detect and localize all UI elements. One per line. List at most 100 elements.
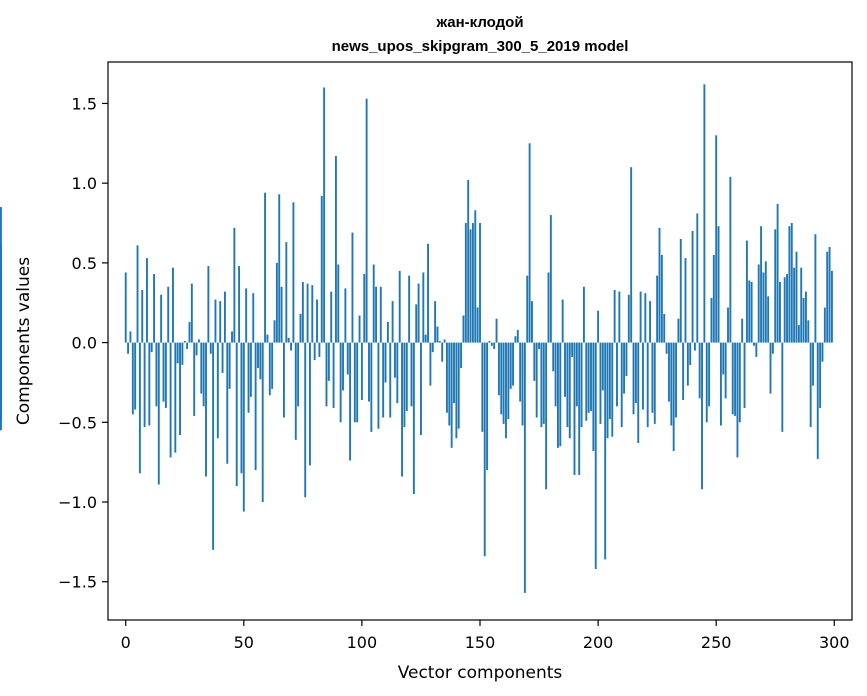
- bar: [613, 289, 616, 343]
- bar: [290, 342, 292, 351]
- bar: [788, 226, 791, 343]
- bar: [573, 342, 576, 475]
- bar: [767, 296, 770, 343]
- bar: [592, 342, 595, 451]
- bar: [599, 342, 602, 424]
- bar: [219, 301, 222, 343]
- bar: [672, 342, 675, 451]
- bar: [790, 223, 793, 343]
- bar: [143, 342, 146, 428]
- bar: [488, 341, 491, 343]
- bar: [729, 176, 732, 343]
- bar: [339, 342, 342, 423]
- bar: [717, 226, 720, 343]
- bar: [741, 318, 744, 343]
- bar: [514, 336, 517, 343]
- bar: [830, 270, 833, 343]
- bar: [160, 294, 163, 343]
- bar: [334, 156, 337, 343]
- bar: [200, 342, 203, 394]
- bar: [557, 342, 559, 448]
- bar: [403, 342, 406, 428]
- bar: [771, 342, 774, 354]
- bar: [474, 210, 477, 343]
- bar: [639, 291, 642, 343]
- bar: [493, 342, 496, 349]
- bar: [363, 274, 366, 343]
- bar: [351, 232, 354, 343]
- bar: [301, 282, 304, 343]
- bar: [398, 270, 401, 343]
- bar: [261, 342, 264, 503]
- bar: [533, 342, 536, 381]
- bar: [266, 334, 269, 343]
- bar: [795, 251, 798, 343]
- bar: [384, 342, 387, 383]
- bar: [809, 342, 812, 428]
- bar: [257, 342, 259, 369]
- bar: [212, 342, 215, 550]
- bar: [689, 342, 692, 365]
- bar: [167, 286, 170, 343]
- bar: [805, 291, 807, 343]
- bar: [651, 342, 654, 413]
- bar: [812, 342, 814, 386]
- bar: [453, 342, 455, 404]
- bar: [637, 342, 640, 444]
- bar: [691, 230, 694, 343]
- bar: [604, 342, 607, 560]
- bar: [568, 342, 571, 439]
- bar: [705, 342, 708, 423]
- bar: [181, 342, 184, 365]
- bar: [136, 245, 139, 343]
- bar: [176, 342, 179, 364]
- x-axis-ticks: 0 50 100 150 200 250 300: [121, 620, 850, 652]
- bar: [476, 307, 479, 343]
- bar: [141, 289, 144, 343]
- bar: [616, 342, 618, 407]
- bar: [349, 342, 352, 461]
- bar: [594, 342, 597, 569]
- bar: [424, 334, 427, 343]
- bar: [710, 297, 713, 343]
- bar: [150, 342, 153, 353]
- bar: [146, 258, 148, 343]
- x-tick-label: 250: [701, 633, 732, 652]
- bar: [292, 202, 295, 343]
- bar: [542, 342, 545, 424]
- bar: [698, 342, 701, 399]
- bar: [675, 342, 677, 418]
- x-tick-label: 300: [819, 633, 850, 652]
- bar: [564, 342, 566, 397]
- bar: [202, 342, 205, 407]
- bar: [753, 342, 755, 346]
- bar: [153, 274, 155, 343]
- bar: [715, 135, 718, 343]
- bar: [342, 342, 344, 391]
- bar: [259, 342, 262, 380]
- bar: [245, 288, 248, 343]
- bar: [670, 342, 673, 426]
- bar: [559, 342, 562, 447]
- bar: [368, 342, 370, 402]
- bar: [486, 342, 489, 471]
- bar: [278, 194, 281, 343]
- bar: [762, 272, 765, 343]
- bar: [415, 304, 418, 343]
- bar: [734, 342, 737, 416]
- bar: [750, 282, 753, 343]
- bar: [679, 238, 682, 343]
- bar: [273, 320, 276, 343]
- bar: [195, 342, 198, 356]
- y-tick-label: 0.0: [72, 334, 97, 353]
- bar: [585, 342, 588, 421]
- bar: [819, 342, 822, 408]
- bar: [434, 301, 437, 343]
- bar: [325, 342, 328, 407]
- bar: [724, 342, 727, 399]
- bar: [693, 342, 696, 351]
- bar: [467, 179, 470, 343]
- bar: [620, 342, 623, 428]
- bar: [427, 243, 429, 343]
- bar: [500, 342, 503, 415]
